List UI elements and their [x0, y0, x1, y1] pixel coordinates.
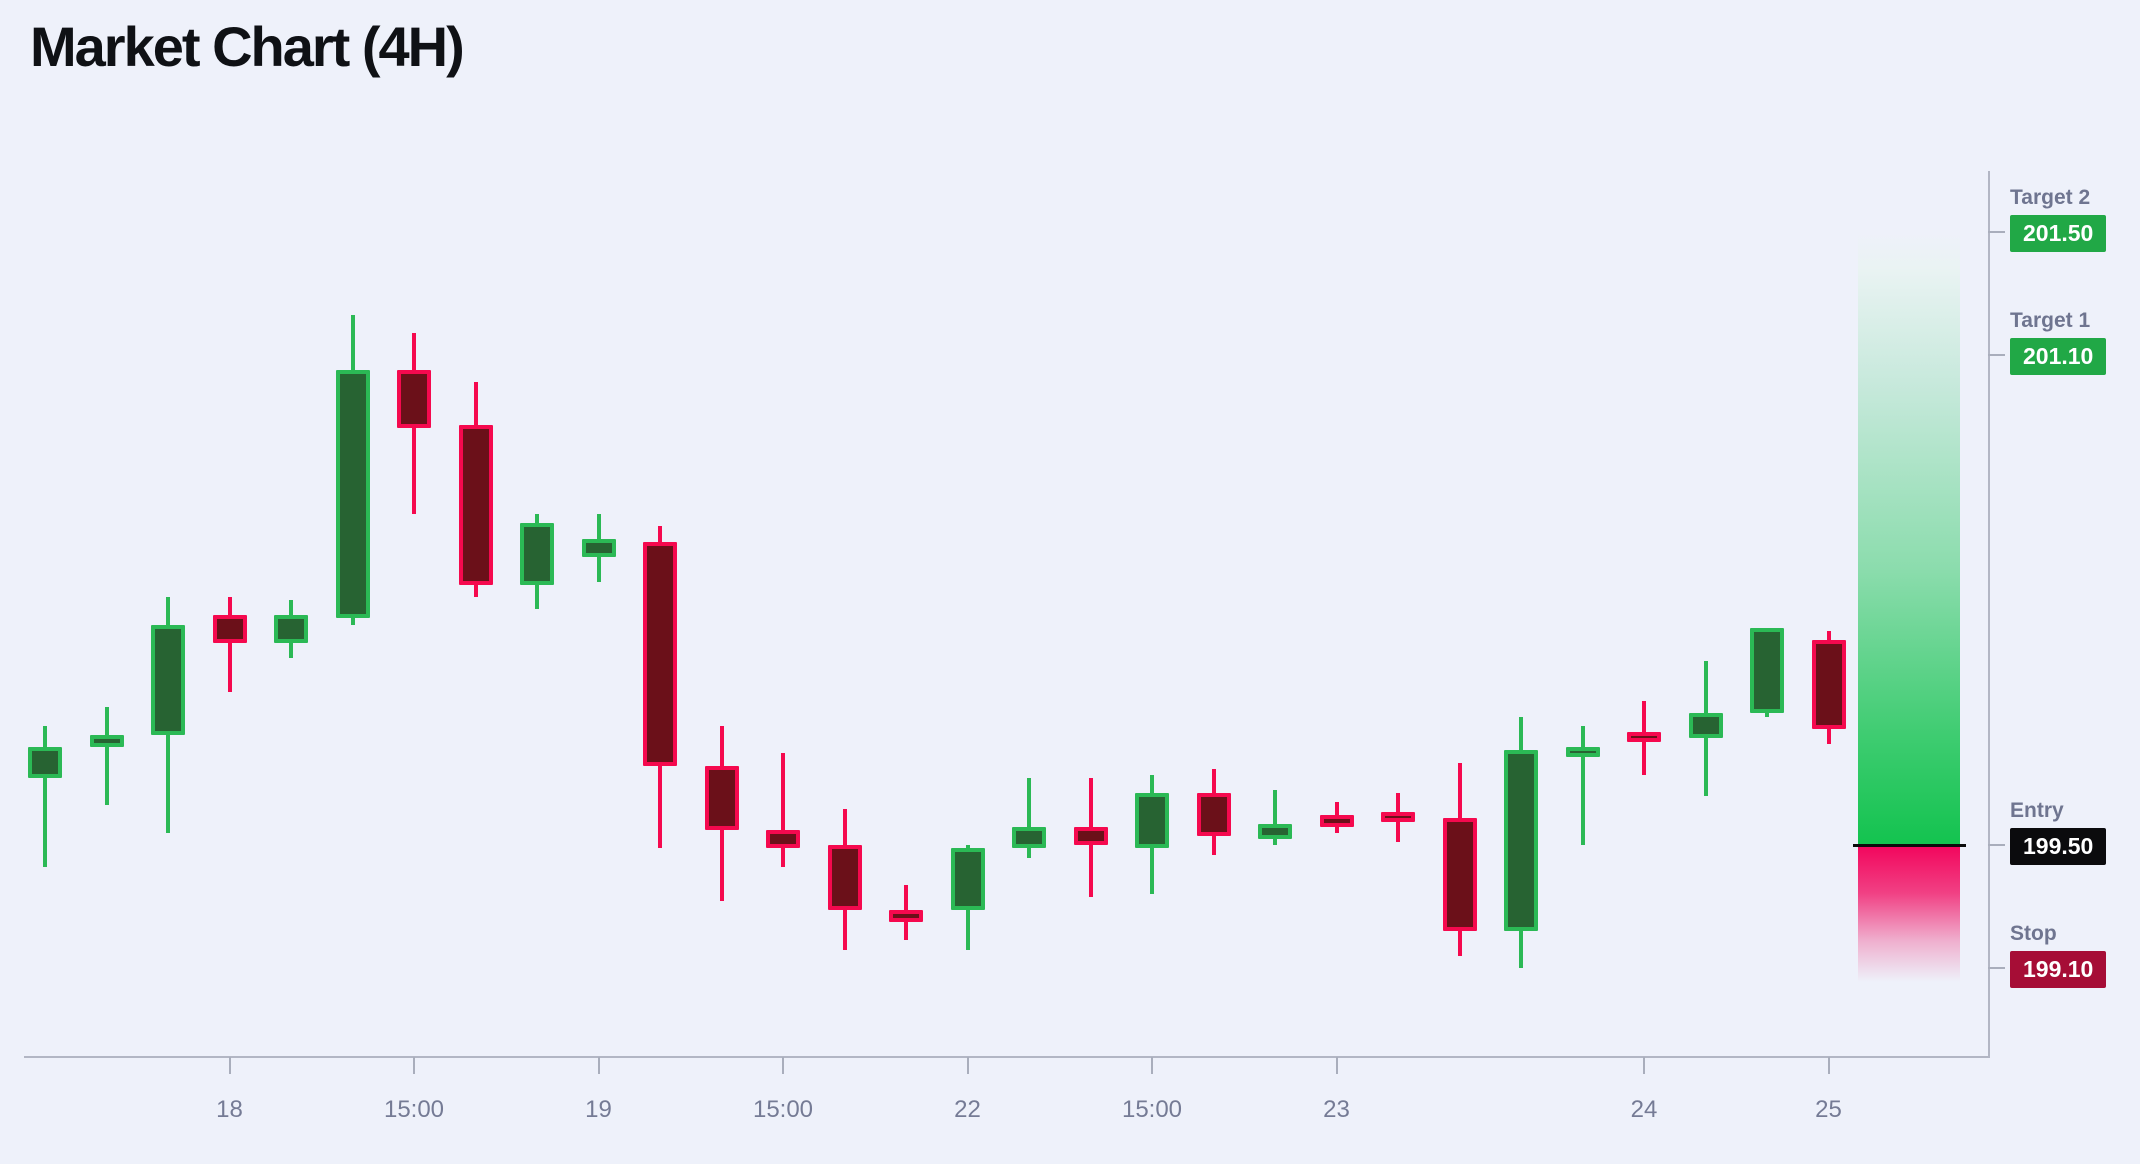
time-tick: [1151, 1057, 1153, 1074]
candle-up: [28, 747, 62, 778]
stop-level: Stop 199.10: [2010, 921, 2140, 988]
time-tick: [1643, 1057, 1645, 1074]
time-tick: [597, 1057, 600, 1074]
time-tick-label: 15:00: [1121, 1096, 1183, 1123]
stop-zone-gradient: [1858, 845, 1960, 982]
candle-down: [827, 845, 862, 910]
time-tick-label: 23: [1323, 1096, 1350, 1123]
time-tick-label: 24: [1630, 1096, 1658, 1123]
candle-up: [581, 538, 616, 558]
entry-price-badge[interactable]: 199.50: [2010, 828, 2107, 866]
candle-down: [212, 615, 247, 643]
candle-wick: [781, 753, 785, 867]
time-tick: [966, 1057, 969, 1074]
candle-down: [1442, 817, 1477, 932]
candle-down: [643, 541, 677, 766]
candle-down: [458, 425, 493, 585]
stop-label: Stop: [2010, 922, 2057, 945]
profit-zone-gradient: [1858, 232, 1960, 846]
time-tick: [413, 1057, 415, 1074]
candle-up: [950, 848, 985, 910]
time-tick: [782, 1057, 784, 1074]
candle-down: [1196, 793, 1231, 837]
candle-up: [1750, 627, 1784, 714]
time-tick: [228, 1057, 231, 1074]
candle-wick: [227, 596, 232, 692]
target1-label: Target 1: [2010, 308, 2091, 332]
time-tick-label: 18: [216, 1096, 243, 1123]
candle-wick: [104, 707, 109, 806]
target1-price-badge[interactable]: 201.10: [2010, 337, 2107, 375]
candle-down: [889, 909, 923, 922]
time-tick-label: 15:00: [383, 1096, 445, 1123]
time-tick-label: 25: [1815, 1096, 1842, 1123]
entry-level: Entry 199.50: [2010, 798, 2140, 866]
candle-up: [1012, 826, 1046, 849]
price-axis-line: [1988, 171, 1990, 1058]
price-tick: [1988, 967, 2005, 969]
price-tick: [1988, 231, 2005, 233]
price-tick: [1988, 844, 2005, 847]
target2-label: Target 2: [2010, 186, 2091, 209]
candle-down: [397, 370, 431, 429]
candle-up: [1504, 750, 1538, 932]
candle-up: [520, 523, 554, 585]
candle-up: [1135, 793, 1169, 849]
candle-wick: [1027, 777, 1031, 858]
candle-up: [89, 734, 124, 748]
candle-up: [335, 370, 370, 619]
candle-up: [1688, 713, 1723, 738]
page-title: Market Chart (4H): [30, 15, 465, 78]
time-tick-label: 19: [585, 1096, 612, 1123]
time-tick: [1335, 1057, 1338, 1074]
candle-up: [1565, 747, 1600, 758]
stop-price-badge[interactable]: 199.10: [2010, 951, 2107, 988]
candle-down: [1811, 639, 1846, 729]
candle-down: [704, 765, 739, 830]
entry-label: Entry: [2010, 799, 2064, 823]
candle-up: [1258, 823, 1292, 840]
price-tick: [1988, 353, 2005, 356]
entry-price-line: [1853, 844, 1966, 848]
target2-price-badge[interactable]: 201.50: [2010, 215, 2107, 252]
candle-wick: [1580, 725, 1585, 846]
time-tick: [1827, 1057, 1830, 1074]
candle-down: [1073, 826, 1108, 846]
candle-up: [274, 615, 308, 643]
target2-level: Target 2 201.50: [2010, 185, 2140, 252]
candle-up: [151, 624, 185, 735]
candle-wick: [1273, 790, 1277, 846]
candle-down: [1627, 731, 1661, 742]
candle-down: [1319, 814, 1354, 827]
candle-wick: [43, 725, 47, 867]
target1-level: Target 1 201.10: [2010, 308, 2140, 375]
candle-down: [766, 830, 800, 849]
time-axis-line: [24, 1056, 1990, 1058]
time-tick-label: 22: [954, 1096, 981, 1123]
candle-down: [1381, 811, 1415, 822]
time-tick-label: 15:00: [752, 1096, 814, 1123]
